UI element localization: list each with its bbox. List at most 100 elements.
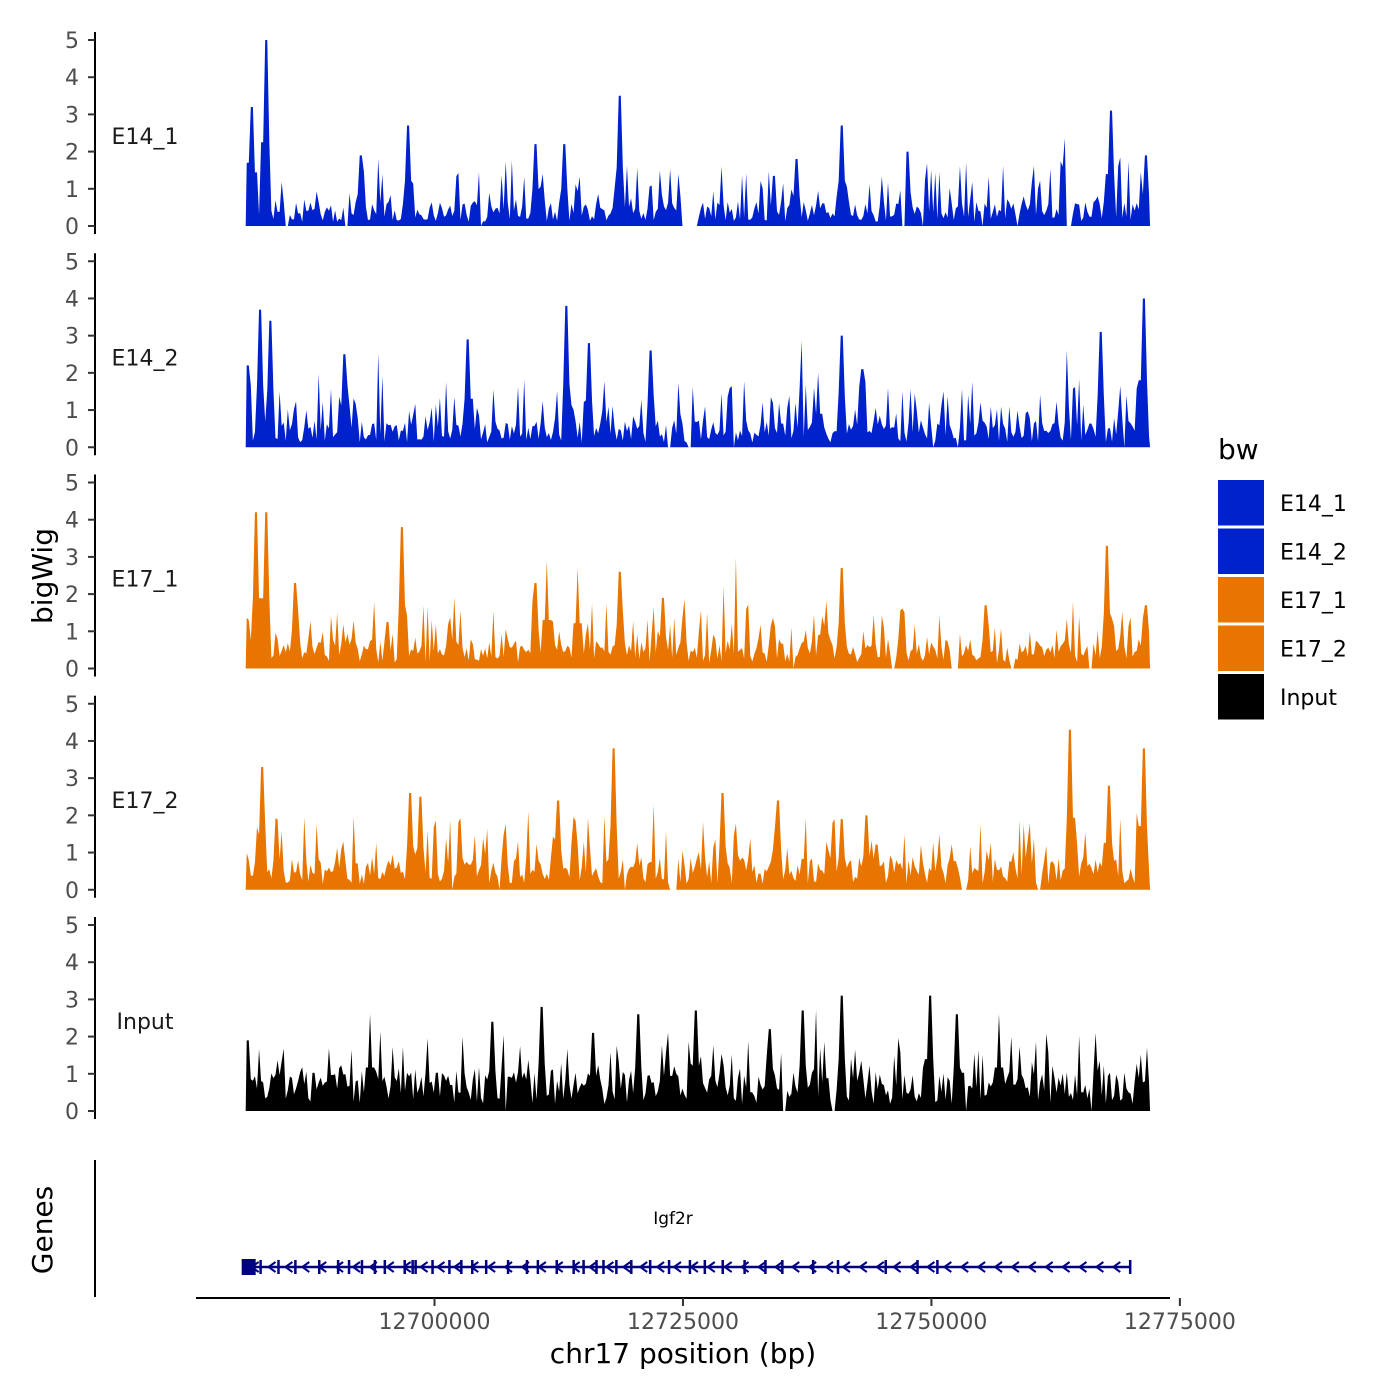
gene-exon <box>836 1260 840 1274</box>
y-tick-label: 3 <box>65 767 79 792</box>
y-tick-label: 1 <box>65 399 79 424</box>
strand-arrow-icon <box>858 1261 868 1273</box>
gene-exon <box>336 1260 340 1274</box>
gene-exon <box>259 1260 262 1274</box>
strand-arrow-icon <box>841 1261 851 1273</box>
strand-arrow-icon <box>486 1261 496 1273</box>
strand-arrow-icon <box>976 1261 986 1273</box>
signal-area <box>245 40 1151 226</box>
legend-label: E14_1 <box>1280 492 1347 517</box>
strand-arrow-icon <box>587 1261 598 1273</box>
strand-arrow-icon <box>621 1261 631 1273</box>
gene-exon <box>460 1260 463 1274</box>
y-tick-label: 0 <box>65 1100 79 1125</box>
strand-arrow-icon <box>706 1261 716 1273</box>
gene-exon <box>471 1260 474 1274</box>
strand-arrow-icon <box>1111 1261 1121 1273</box>
gene-exon <box>383 1260 387 1274</box>
track-label: E17_2 <box>112 789 179 814</box>
legend-label: E17_1 <box>1280 589 1347 614</box>
y-tick-label: 1 <box>65 178 79 203</box>
gene-exon <box>411 1260 414 1274</box>
gene-igf2r: Igf2r <box>241 1209 1132 1275</box>
gene-exon <box>506 1260 510 1274</box>
y-tick-label: 1 <box>65 842 79 867</box>
gene-exon <box>703 1260 707 1274</box>
gene-exon <box>595 1260 598 1274</box>
strand-arrow-icon <box>1060 1261 1071 1273</box>
strand-arrow-icon <box>1077 1261 1088 1273</box>
signal-area <box>245 995 1151 1111</box>
strand-arrow-icon <box>993 1261 1003 1273</box>
gene-exon <box>688 1260 692 1274</box>
y-tick-label: 4 <box>65 730 79 755</box>
gene-exon <box>667 1260 671 1274</box>
legend-swatch <box>1218 577 1264 623</box>
y-tick-label: 5 <box>65 693 79 718</box>
strand-arrow-icon <box>266 1261 277 1273</box>
y-tick-label: 0 <box>65 215 79 240</box>
strand-arrow-icon <box>672 1261 682 1273</box>
track-e14-1: 0 1 2 3 4 5 E14_1 <box>65 29 1151 240</box>
strand-arrow-icon <box>334 1261 344 1273</box>
gene-exon <box>241 1259 256 1275</box>
strand-arrow-icon <box>1094 1261 1104 1273</box>
gene-exon <box>781 1260 784 1274</box>
gene-exon <box>582 1260 585 1274</box>
track-input: 0 1 2 3 4 5 Input <box>65 914 1151 1125</box>
legend-label: Input <box>1280 686 1337 711</box>
y-tick-label: 2 <box>65 141 79 166</box>
strand-arrow-icon <box>300 1261 310 1273</box>
x-tick-label: 12775000 <box>1124 1310 1236 1335</box>
gene-exon <box>414 1260 417 1274</box>
y-tick-label: 2 <box>65 804 79 829</box>
y-tick-label: 2 <box>65 1026 79 1051</box>
y-tick-label: 3 <box>65 325 79 350</box>
strand-arrow-icon <box>722 1261 733 1273</box>
y-tick-label: 5 <box>65 29 79 54</box>
strand-arrow-icon <box>638 1261 648 1273</box>
strand-arrow-icon <box>351 1261 361 1273</box>
y-tick-label: 4 <box>65 66 79 91</box>
strand-arrow-icon <box>452 1261 462 1273</box>
track-label: E14_1 <box>112 125 179 150</box>
track-e17-2: 0 1 2 3 4 5 E17_2 <box>65 693 1151 904</box>
gene-exon <box>360 1260 364 1274</box>
gene-exon <box>484 1260 488 1274</box>
x-tick-label: 12725000 <box>627 1310 739 1335</box>
y-tick-label: 0 <box>65 658 79 683</box>
track-e17-1: 0 1 2 3 4 5 E17_1 <box>65 472 1151 683</box>
gene-exon <box>615 1260 618 1274</box>
strand-arrow-icon <box>756 1261 767 1273</box>
gene-exon <box>525 1260 529 1274</box>
gene-exon <box>572 1260 575 1274</box>
strand-arrow-icon <box>875 1261 885 1273</box>
y-tick-label: 3 <box>65 546 79 571</box>
signal-area <box>245 298 1151 448</box>
gene-exon <box>630 1260 633 1274</box>
y-tick-label: 5 <box>65 914 79 939</box>
strand-arrow-icon <box>385 1261 395 1273</box>
legend-label: E17_2 <box>1280 638 1347 663</box>
strand-arrow-icon <box>1027 1261 1037 1273</box>
signal-area <box>245 729 1151 890</box>
gene-exon <box>347 1260 351 1274</box>
gene-exon <box>448 1260 451 1274</box>
legend-swatch <box>1218 674 1264 720</box>
y-tick-label: 4 <box>65 509 79 534</box>
strand-arrow-icon <box>503 1261 513 1273</box>
gene-exon <box>884 1260 887 1274</box>
legend: bw E14_1 E14_2 E17_1 E17_2 Input <box>1218 433 1347 722</box>
y-tick-label: 1 <box>65 1063 79 1088</box>
strand-arrow-icon <box>739 1261 750 1273</box>
x-tick-label: 12700000 <box>379 1310 491 1335</box>
y-tick-label: 1 <box>65 620 79 645</box>
gene-exon <box>648 1260 652 1274</box>
strand-arrow-icon <box>959 1261 969 1273</box>
strand-arrow-icon <box>925 1261 936 1273</box>
gene-exon <box>1128 1260 1132 1274</box>
strand-arrow-icon <box>418 1261 429 1273</box>
y-tick-label: 2 <box>65 362 79 387</box>
legend-title: bw <box>1218 433 1259 466</box>
gene-exon <box>743 1260 746 1274</box>
